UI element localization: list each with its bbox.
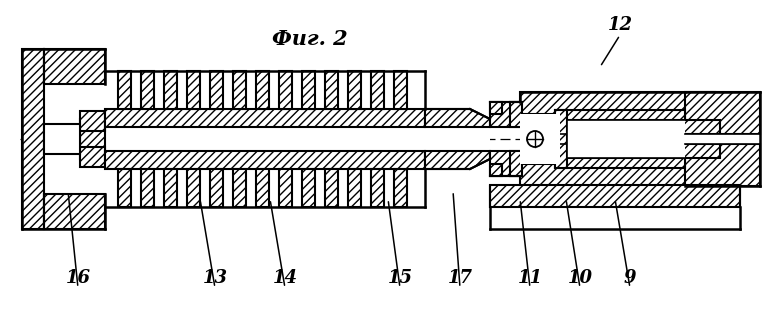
Bar (80, 111, 105, 131)
Text: Фиг. 2: Фиг. 2 (272, 29, 348, 49)
Bar (105, 127, 490, 151)
Bar (555, 158, 685, 168)
Bar (80, 147, 105, 167)
Bar (371, 71, 384, 109)
Bar (118, 169, 131, 207)
Bar (233, 169, 246, 207)
Bar (510, 151, 522, 176)
Text: 16: 16 (66, 269, 90, 287)
Bar (490, 102, 502, 114)
Bar (279, 169, 292, 207)
Polygon shape (425, 151, 490, 169)
Bar (490, 151, 520, 176)
Bar (256, 71, 269, 109)
Bar (279, 71, 292, 109)
Text: 14: 14 (272, 269, 297, 287)
Bar (560, 120, 720, 134)
Text: 12: 12 (608, 16, 633, 34)
Bar (490, 185, 740, 207)
Bar (685, 144, 760, 186)
Bar (210, 71, 223, 109)
Bar (141, 71, 154, 109)
Bar (141, 169, 154, 207)
Bar (555, 110, 685, 120)
Bar (164, 71, 177, 109)
Text: 15: 15 (388, 269, 413, 287)
Bar (105, 109, 425, 127)
Bar (325, 169, 338, 207)
Bar (22, 49, 44, 229)
Bar (44, 49, 105, 84)
Bar (520, 114, 560, 164)
Bar (44, 124, 80, 154)
Bar (510, 102, 522, 127)
Text: 17: 17 (448, 269, 473, 287)
Text: 10: 10 (568, 269, 593, 287)
Bar (187, 169, 200, 207)
Bar (520, 92, 715, 114)
Bar (325, 71, 338, 109)
Bar (371, 169, 384, 207)
Text: 9: 9 (624, 269, 636, 287)
Text: 13: 13 (203, 269, 228, 287)
Bar (394, 169, 407, 207)
Bar (520, 164, 715, 186)
Bar (187, 71, 200, 109)
Bar (302, 71, 315, 109)
Bar (560, 144, 720, 158)
Bar (348, 169, 361, 207)
Bar (80, 119, 105, 159)
Bar (348, 71, 361, 109)
Bar (560, 134, 720, 144)
Bar (567, 120, 685, 158)
Bar (233, 71, 246, 109)
Circle shape (527, 131, 543, 147)
Bar (685, 92, 760, 134)
Polygon shape (425, 109, 490, 127)
Bar (256, 169, 269, 207)
Bar (44, 194, 105, 229)
Bar (164, 169, 177, 207)
Bar (685, 134, 760, 144)
Bar (490, 164, 502, 176)
Bar (210, 169, 223, 207)
Bar (302, 169, 315, 207)
Bar (118, 71, 131, 109)
Bar (105, 151, 425, 169)
Bar (105, 127, 425, 151)
Text: 11: 11 (517, 269, 543, 287)
Bar (394, 71, 407, 109)
Bar (44, 84, 105, 194)
Bar (555, 110, 567, 168)
Bar (490, 102, 520, 127)
